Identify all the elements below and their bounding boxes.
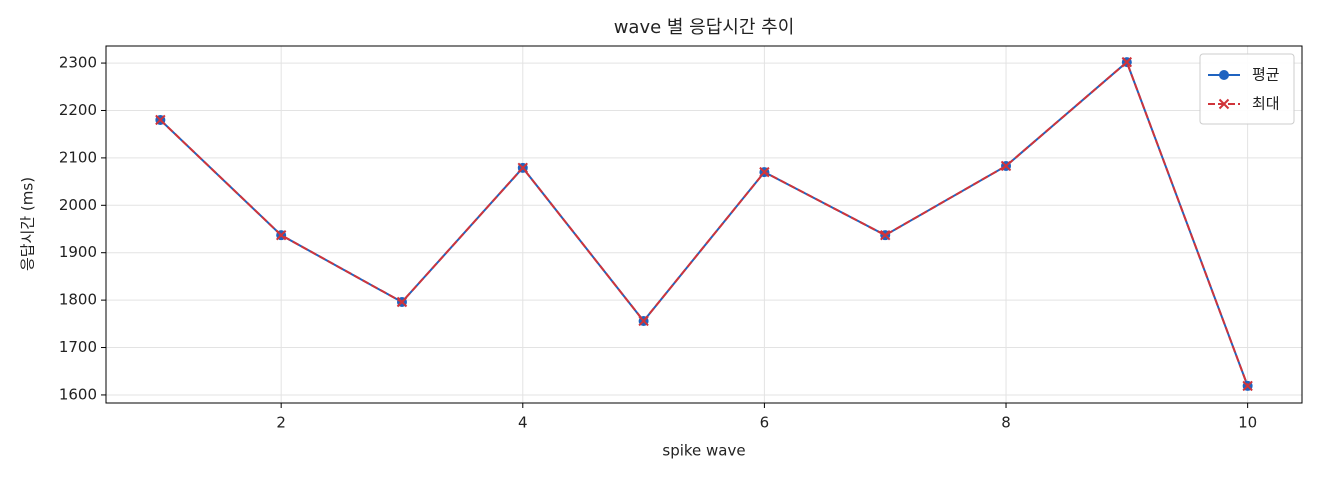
y-tick-label: 2200 (59, 101, 97, 119)
legend-label: 평균 (1252, 66, 1280, 84)
marker (155, 114, 166, 126)
marker (1219, 70, 1229, 80)
x-axis-label: spike wave (662, 442, 745, 460)
marker (759, 166, 770, 178)
x-tick-label: 4 (518, 414, 528, 432)
x-tick-label: 6 (760, 414, 770, 432)
marker (1242, 380, 1253, 392)
grid (106, 46, 1302, 403)
y-axis-label: 응답시간 (ms) (19, 177, 37, 271)
y-tick-label: 2000 (59, 196, 97, 214)
y-tick-label: 1900 (59, 243, 97, 261)
marker (880, 229, 891, 241)
y-tick-label: 1800 (59, 291, 97, 309)
marker (275, 229, 287, 241)
plot (155, 56, 1253, 392)
plot-frame (105, 45, 1303, 404)
legend-label: 최대 (1252, 95, 1280, 113)
marker (1218, 98, 1230, 110)
y-tick-label: 2100 (59, 148, 97, 166)
y-tick-label: 1600 (59, 385, 97, 403)
x-tick-label: 2 (276, 414, 286, 432)
marker (396, 296, 408, 308)
marker (1000, 160, 1012, 172)
marker (1121, 56, 1133, 68)
legend-box (1199, 53, 1295, 125)
marker (638, 315, 649, 327)
y-tick-label: 2300 (59, 54, 97, 72)
y-tick-label: 1700 (59, 338, 97, 356)
marker (517, 162, 528, 174)
x-tick-label: 8 (1001, 414, 1011, 432)
series-line (159, 60, 1249, 387)
x-tick-label: 10 (1238, 414, 1257, 432)
chart-title: wave 별 응답시간 추이 (614, 17, 795, 38)
